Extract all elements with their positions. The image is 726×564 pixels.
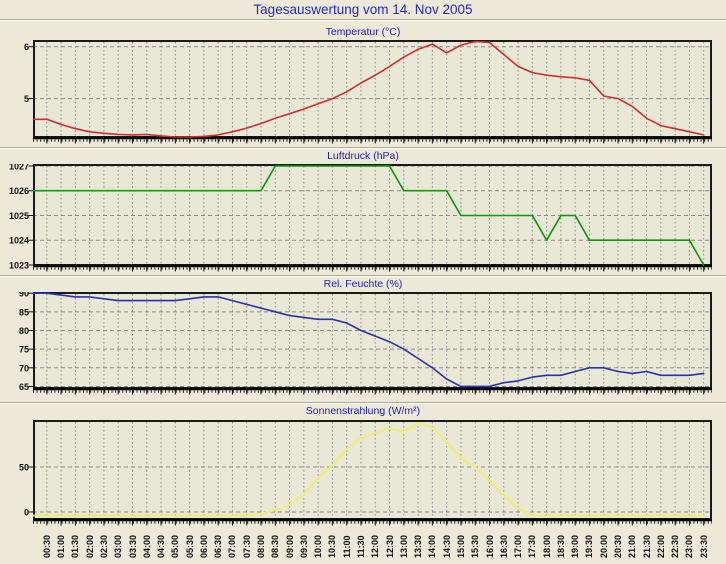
x-tick-label: 11:30 [356,535,366,558]
temperature-line [32,40,705,138]
x-tick-label: 08:00 [256,534,266,558]
humidity-chart: 65 70 75 80 85 90 [19,292,712,395]
x-tick-label: 10:00 [313,534,324,558]
radiation-chart: 0 50 [19,420,712,526]
x-tick-label: 06:30 [213,534,224,558]
x-tick-label: 16:30 [498,534,509,558]
x-tick-label: 18:00 [541,534,552,558]
y-tick-label: 1024 [9,236,29,246]
x-tick-label: 13:00 [398,534,409,558]
y-tick-label: 70 [19,363,29,373]
y-tick-label: 65 [19,382,29,392]
y-tick-label: 0 [24,507,29,517]
pressure-chart: 1023 1024 1025 1026 1027 [9,164,712,272]
x-tick-label: 05:00 [170,534,181,558]
x-tick-label: 22:30 [670,534,681,558]
x-tick-label: 10:30 [327,534,338,558]
x-tick-label: 13:30 [413,534,424,558]
y-tick-label: 50 [19,462,29,472]
y-tick-label: 85 [19,307,29,317]
x-tick-label: 07:00 [227,534,238,558]
x-tick-label: 15:00 [455,534,466,558]
separator-humidity [0,275,726,277]
x-tick-label: 06:00 [198,534,209,558]
x-tick-label: 01:30 [70,534,81,558]
plot-area [33,420,712,521]
x-tick-label: 22:00 [655,534,666,558]
x-tick-label: 21:00 [627,534,638,558]
x-tick-label: 04:00 [141,534,152,558]
y-tick-label: 80 [19,326,29,336]
x-tick-label: 15:30 [470,534,481,558]
x-tick-label: 23:30 [698,534,709,558]
y-tick-label: 1023 [9,261,29,271]
plot-area [33,40,712,139]
x-tick-label: 17:00 [513,534,523,558]
x-tick-label: 19:30 [584,534,595,558]
separator-radiation [0,402,726,404]
chart-title-humidity: Rel. Feuchte (%) [323,278,403,290]
y-tick-label: 1027 [9,164,29,171]
x-tick-label: 14:00 [427,534,438,558]
x-tick-label: 01:00 [56,534,67,558]
x-tick-label: 04:30 [156,534,166,558]
x-tick-label: 03:30 [127,534,138,558]
chart-title-temperature: Temperatur (°C) [325,26,401,38]
x-tick-label: 05:30 [184,534,195,558]
y-tick-label: 5 [24,94,29,104]
x-tick-label: 07:30 [241,534,252,558]
y-tick-label: 6 [24,42,29,52]
humidity-line [32,292,705,388]
x-tick-label: 19:00 [570,534,581,558]
x-tick-label: 02:30 [98,534,109,558]
x-tick-label: 09:30 [298,534,309,558]
x-tick-label: 21:30 [641,534,652,558]
chart-title-radiation: Sonnenstrahlung (W/m²) [305,405,421,417]
separator-top [0,19,726,21]
chart-title-pressure: Luftdruck (hPa) [327,150,399,162]
temperature-chart: 56 [24,40,712,144]
x-tick-label: 00:30 [41,534,52,558]
x-tick-label: 14:30 [441,534,452,558]
separator-pressure [0,147,726,149]
x-tick-label: 12:00 [370,534,381,558]
x-tick-label: 12:30 [384,534,395,558]
x-tick-label: 17:30 [527,534,538,558]
x-tick-label: 03:00 [113,534,124,558]
x-tick-label: 18:30 [555,534,566,558]
x-tick-label: 16:00 [484,534,495,558]
x-tick-label: 23:00 [684,534,695,558]
y-tick-label: 90 [19,292,29,299]
x-tick-label: 08:30 [270,534,281,558]
plot-area [33,292,712,390]
y-tick-label: 75 [19,345,29,355]
radiation-line [32,421,705,517]
pressure-line [32,165,705,266]
x-tick-label: 20:00 [598,534,609,558]
x-tick-label: 20:30 [613,534,623,558]
page-title: Tagesauswertung vom 14. Nov 2005 [253,2,473,17]
x-tick-label: 02:00 [84,534,95,558]
x-tick-label: 09:00 [284,534,295,558]
y-tick-label: 1025 [9,211,29,221]
y-tick-label: 1026 [9,186,29,196]
x-tick-label: 11:00 [341,535,352,558]
